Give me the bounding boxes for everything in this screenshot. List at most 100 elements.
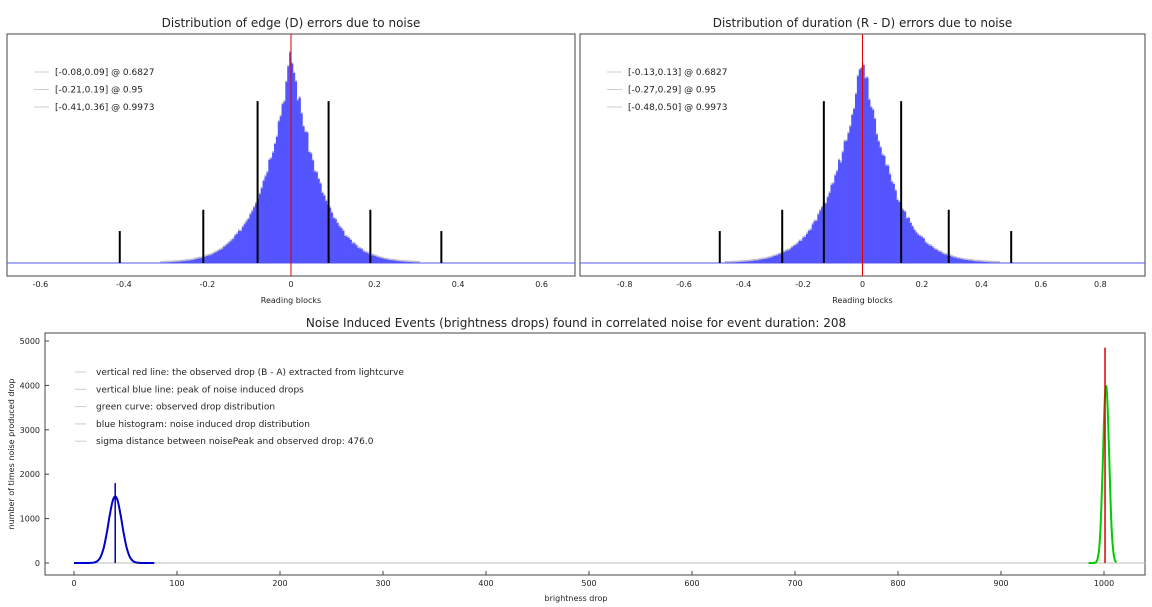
- x-axis-label: brightness drop: [545, 594, 608, 603]
- x-axis-label: Reading blocks: [261, 296, 321, 305]
- histogram-bar-outline: [317, 177, 320, 179]
- histogram-bar-outline: [304, 130, 307, 132]
- histogram-bar-outline: [330, 211, 333, 213]
- histogram-bar: [361, 249, 364, 263]
- histogram-bar: [389, 260, 392, 263]
- histogram-bar: [841, 152, 845, 263]
- histogram-bar-outline: [885, 164, 887, 166]
- histogram-bar: [849, 126, 852, 263]
- histogram-bar: [896, 199, 899, 263]
- histogram-bar: [243, 224, 246, 263]
- histogram-bar: [404, 261, 407, 263]
- histogram-bar: [984, 261, 988, 263]
- legend-entry: [-0.27,0.29] @ 0.95: [628, 86, 716, 96]
- histogram-bar: [860, 67, 863, 263]
- histogram-bar: [890, 181, 894, 263]
- histogram-bar-outline: [832, 182, 835, 184]
- histogram-bar: [374, 256, 377, 263]
- histogram-bar: [747, 261, 750, 263]
- histogram-bar-outline: [879, 145, 882, 148]
- histogram-bar-outline: [321, 191, 324, 193]
- histogram-bar: [768, 257, 771, 263]
- histogram-bar: [226, 243, 229, 263]
- histogram-bar: [969, 260, 973, 263]
- histogram-bar: [379, 257, 383, 263]
- legend-entry: [-0.41,0.36] @ 0.9973: [55, 103, 154, 113]
- histogram-bar-outline: [260, 186, 263, 189]
- histogram-bar: [866, 77, 869, 264]
- histogram-bar: [298, 97, 301, 263]
- histogram-bar: [794, 244, 797, 263]
- histogram-bar: [292, 72, 296, 264]
- x-tick-label: 400: [478, 579, 493, 588]
- x-tick-label: 0.8: [1094, 280, 1107, 289]
- histogram-bar-outline: [969, 259, 972, 261]
- histogram-bar-outline: [232, 237, 235, 239]
- legend-entry: blue histogram: noise induced drop distr…: [96, 420, 310, 430]
- histogram-bar-outline: [849, 124, 852, 127]
- histogram-bar: [340, 228, 343, 263]
- histogram-bar-outline: [410, 260, 413, 263]
- histogram-bar: [981, 261, 984, 263]
- histogram-bar-outline: [279, 114, 282, 117]
- histogram-bar-outline: [772, 255, 774, 257]
- histogram-bar-outline: [758, 258, 761, 260]
- histogram-bar-outline: [283, 100, 286, 102]
- histogram-bar-outline: [308, 150, 310, 152]
- histogram-bar-outline: [815, 219, 818, 221]
- histogram-bar-outline: [239, 229, 242, 232]
- histogram-bar-outline: [211, 252, 214, 255]
- histogram-bar: [966, 260, 969, 263]
- histogram-bar-outline: [230, 239, 233, 241]
- histogram-bar-outline: [753, 259, 756, 261]
- histogram-bar: [937, 251, 941, 263]
- histogram-bar: [345, 236, 349, 263]
- histogram-bar: [347, 237, 351, 263]
- histogram-bar-outline: [864, 76, 867, 79]
- histogram-bar: [279, 116, 282, 264]
- histogram-bar: [414, 262, 417, 263]
- histogram-bar: [868, 99, 871, 263]
- histogram-bar: [217, 250, 220, 263]
- histogram-bar-outline: [398, 259, 401, 262]
- histogram-bar: [264, 176, 267, 263]
- histogram-bar-outline: [351, 241, 354, 244]
- histogram-bar-outline: [340, 226, 343, 229]
- histogram-bar-outline: [836, 169, 839, 172]
- histogram-bar: [353, 243, 356, 263]
- histogram-bar: [824, 203, 828, 263]
- histogram-bar: [364, 252, 368, 263]
- histogram-bar: [277, 121, 281, 263]
- histogram-bar-outline: [292, 71, 295, 73]
- histogram-bar: [986, 262, 990, 263]
- histogram-bar-outline: [768, 256, 771, 258]
- histogram-bar-outline: [981, 260, 984, 262]
- histogram-bar-outline: [732, 260, 735, 263]
- histogram-bar: [313, 171, 317, 263]
- histogram-bar-outline: [952, 255, 955, 258]
- histogram-bar-outline: [747, 259, 750, 262]
- histogram-bar-outline: [762, 257, 765, 259]
- histogram-bar: [397, 261, 400, 263]
- histogram-bar: [749, 261, 752, 263]
- histogram-bar-outline: [958, 257, 961, 259]
- histogram-bar: [725, 262, 728, 263]
- histogram-bar-outline: [417, 260, 420, 263]
- histogram-bar-outline: [177, 260, 180, 262]
- histogram-bar-outline: [892, 182, 895, 184]
- histogram-bar: [886, 165, 890, 263]
- histogram-bar-outline: [349, 238, 352, 240]
- histogram-bar-outline: [932, 246, 935, 248]
- histogram-bar: [738, 261, 741, 263]
- y-tick-label: 1000: [20, 515, 40, 524]
- histogram-bar-outline: [984, 260, 987, 262]
- histogram-bar-outline: [255, 201, 257, 204]
- histogram-bar-outline: [728, 260, 731, 263]
- histogram-bar: [211, 254, 214, 263]
- histogram-bar-outline: [845, 139, 848, 142]
- histogram-bar-outline: [215, 250, 218, 253]
- histogram-bar-outline: [907, 216, 910, 218]
- histogram-bar-outline: [241, 225, 244, 228]
- histogram-bar-outline: [289, 50, 291, 53]
- histogram-bar-outline: [361, 247, 363, 250]
